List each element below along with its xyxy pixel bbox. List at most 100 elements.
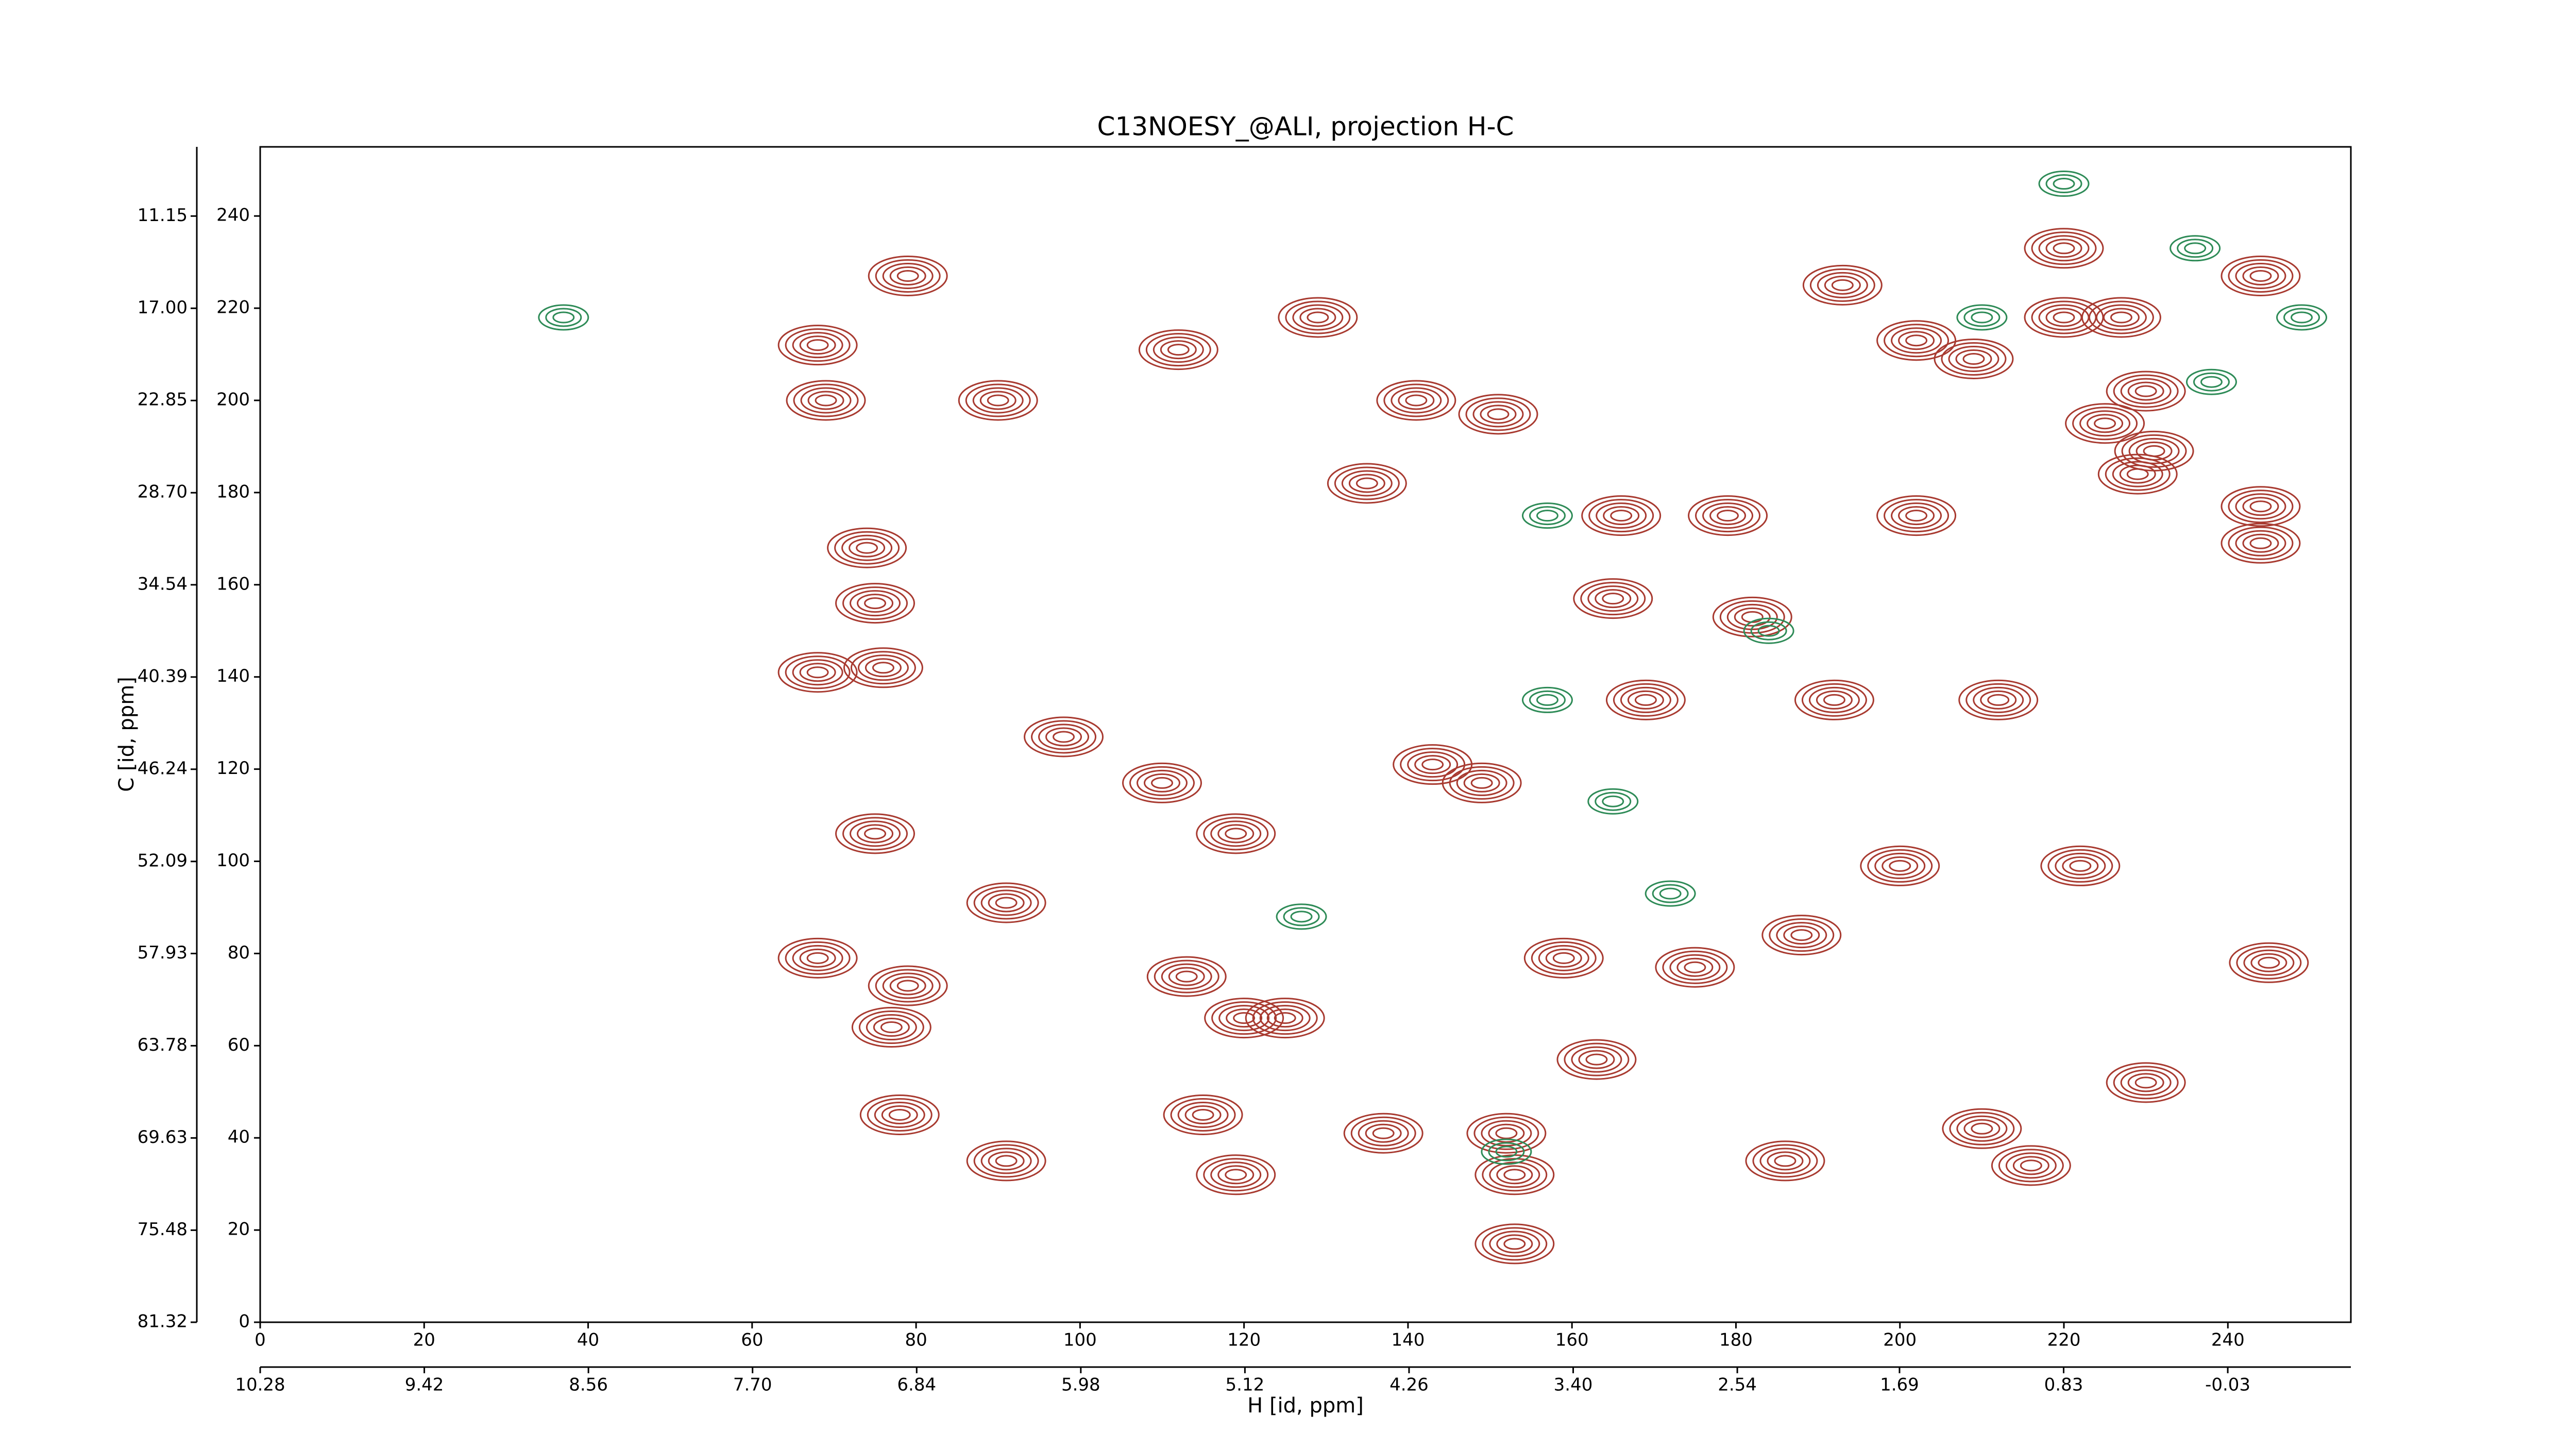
y-axis-label: C [id, ppm] xyxy=(115,677,139,792)
contour-ring xyxy=(1045,727,1082,747)
contour-ring xyxy=(792,945,843,971)
contour-ring xyxy=(2094,417,2116,430)
contour-ring xyxy=(2040,845,2121,886)
contour-ring xyxy=(1962,352,1985,365)
contour-ring xyxy=(1488,1123,1525,1143)
contour-ring xyxy=(1160,340,1197,360)
peak xyxy=(2221,523,2301,564)
contour-ring xyxy=(1702,502,1754,529)
contour-ring xyxy=(1473,1116,1539,1150)
peak xyxy=(868,255,948,296)
peak xyxy=(1934,338,2014,379)
contour-ring xyxy=(1684,961,1706,973)
contour-ring xyxy=(1475,1223,1555,1265)
contour-ring xyxy=(2200,376,2223,388)
contour-ring xyxy=(1669,954,1721,981)
contour-ring xyxy=(966,882,1046,923)
contour-ring xyxy=(1610,510,1633,522)
contour-ring xyxy=(1177,1101,1229,1128)
contour-ring xyxy=(1867,849,1933,883)
contour-ring xyxy=(1596,502,1647,529)
contour-ring xyxy=(1495,1127,1518,1139)
contour-ring xyxy=(1482,1227,1548,1261)
contour-ring xyxy=(2045,174,2082,194)
contour-ring xyxy=(2120,378,2172,405)
y2-tick-label: 81.32 xyxy=(138,1311,188,1332)
y-tick-label: 120 xyxy=(216,758,250,779)
contour-ring xyxy=(2069,860,2092,872)
contour-ring xyxy=(858,1010,924,1044)
peak xyxy=(859,1094,940,1135)
contour-ring xyxy=(1203,817,1269,851)
peak xyxy=(2040,845,2121,886)
contour-ring xyxy=(2045,308,2082,327)
contour-ring xyxy=(1776,922,1827,949)
contour-ring xyxy=(1602,593,1624,605)
contour-ring xyxy=(2079,410,2131,437)
contour-ring xyxy=(1595,791,1632,811)
contour-ring xyxy=(1283,907,1320,926)
y-tick-label: 200 xyxy=(216,389,250,410)
contour-ring xyxy=(1038,723,1090,750)
contour-ring xyxy=(1442,762,1522,803)
contour-ring xyxy=(1184,1105,1222,1124)
contour-ring xyxy=(545,308,582,327)
contour-ring xyxy=(866,1014,917,1041)
y2-tick-label: 46.24 xyxy=(138,758,188,779)
peak xyxy=(1573,578,1653,619)
peak xyxy=(1745,1140,1825,1182)
contour-ring xyxy=(1963,1119,2001,1138)
contour-ring xyxy=(2221,523,2301,564)
peak xyxy=(1442,762,1522,803)
contour-ring xyxy=(1503,1238,1526,1250)
peak xyxy=(2024,297,2104,338)
contour-ring xyxy=(2053,242,2075,255)
x-tick-label: 120 xyxy=(1227,1330,1261,1351)
contour-ring xyxy=(2031,300,2097,334)
contour-ring xyxy=(2105,457,2171,491)
contour-ring xyxy=(792,659,843,686)
y-tick-label: 40 xyxy=(228,1127,250,1148)
contour-ring xyxy=(2126,468,2149,480)
contour-ring xyxy=(2072,407,2138,441)
contour-ring xyxy=(1529,690,1566,710)
peak xyxy=(1343,1113,1423,1154)
contour-ring xyxy=(1898,506,1935,526)
y-tick-label: 220 xyxy=(216,297,250,318)
peak xyxy=(777,652,858,693)
contour-ring xyxy=(2088,300,2154,334)
contour-ring xyxy=(1971,1122,1993,1135)
contour-ring xyxy=(1204,998,1284,1039)
contour-ring xyxy=(1538,945,1589,971)
contour-ring xyxy=(1503,1169,1526,1181)
contour-ring xyxy=(2031,231,2097,265)
contour-ring xyxy=(1226,1008,1263,1028)
contour-ring xyxy=(1743,617,1794,644)
contour-ring xyxy=(880,1021,903,1034)
x2-tick-label: 3.40 xyxy=(1554,1375,1593,1395)
y-tick-label: 80 xyxy=(228,942,250,963)
peak xyxy=(1958,679,2039,720)
contour-ring xyxy=(792,332,843,359)
peak xyxy=(2114,430,2194,471)
peak xyxy=(2065,403,2145,444)
contour-ring xyxy=(1245,998,1325,1039)
contour-ring xyxy=(1489,1161,1540,1188)
contour-ring xyxy=(1734,607,1771,627)
contour-ring xyxy=(1196,813,1276,854)
contour-ring xyxy=(1391,387,1442,414)
contour-ring xyxy=(850,590,901,617)
contour-ring xyxy=(2120,1069,2172,1096)
x-tick-label: 180 xyxy=(1719,1330,1753,1351)
contour-ring xyxy=(888,1108,911,1121)
contour-ring xyxy=(1955,349,1992,368)
contour-ring xyxy=(1274,1012,1296,1024)
peak xyxy=(538,304,589,331)
contour-ring xyxy=(1884,324,1950,358)
contour-ring xyxy=(873,1018,910,1037)
contour-ring xyxy=(2106,370,2186,412)
contour-ring xyxy=(1163,1094,1243,1135)
contour-ring xyxy=(1824,275,1861,295)
contour-ring xyxy=(1290,911,1313,923)
contour-ring xyxy=(827,527,907,568)
